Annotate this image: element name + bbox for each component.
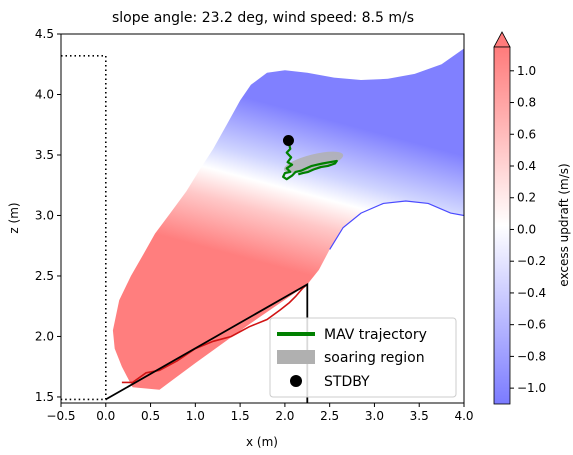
legend-mav-label: MAV trajectory xyxy=(324,327,427,343)
x-tick-label: 2.0 xyxy=(275,409,294,423)
chart-title: slope angle: 23.2 deg, wind speed: 8.5 m… xyxy=(112,10,414,26)
colorbar-extend-arrow xyxy=(493,31,511,48)
x-tick-label: 3.5 xyxy=(410,409,429,423)
colorbar-tick-label: −0.2 xyxy=(517,254,546,268)
legend-soaring-label: soaring region xyxy=(324,350,425,366)
x-tick-label: 3.0 xyxy=(365,409,384,423)
legend-box xyxy=(269,317,457,398)
y-axis-label: z (m) xyxy=(7,202,21,233)
colorbar-tick-label: 0.2 xyxy=(517,191,536,205)
colorbar-tick-label: −0.8 xyxy=(517,349,546,363)
x-tick-label: 0.0 xyxy=(96,409,115,423)
colorbar-ticks: −1.0 −0.8 −0.6 −0.4 −0.2 0.0 0.2 0.4 0.6 0.8 1.0 xyxy=(510,64,546,395)
colorbar-tick-label: 0.0 xyxy=(517,222,536,236)
x-tick-label: 0.5 xyxy=(141,409,160,423)
y-tick-label: 1.5 xyxy=(35,390,54,404)
x-tick-label: −0.5 xyxy=(46,409,75,423)
colorbar-tick-label: 0.6 xyxy=(517,127,536,141)
y-tick-label: 2.5 xyxy=(35,269,54,283)
colorbar-tick-label: −1.0 xyxy=(517,381,546,395)
y-tick-label: 4.5 xyxy=(35,27,54,41)
y-tick-label: 4.0 xyxy=(35,87,54,101)
mav-trajectory xyxy=(282,141,338,181)
domain-boundary-dotted xyxy=(61,54,107,401)
updraft-field xyxy=(112,48,464,390)
legend: MAV trajectory soaring region STDBY xyxy=(269,317,457,398)
soaring-region xyxy=(283,151,344,173)
colorbar-tick-label: −0.6 xyxy=(517,318,546,332)
y-axis-ticks: 1.5 2.0 2.5 3.0 3.5 4.0 4.5 xyxy=(35,27,61,404)
x-axis-ticks: −0.5 0.0 0.5 1.0 1.5 2.0 2.5 3.0 3.5 4.0 xyxy=(46,403,474,423)
x-tick-label: 1.0 xyxy=(186,409,205,423)
legend-soaring-swatch xyxy=(277,350,315,364)
x-tick-label: 4.0 xyxy=(454,409,473,423)
stdby-point xyxy=(282,134,294,146)
positive-contour-line xyxy=(121,283,308,384)
colorbar-tick-label: 1.0 xyxy=(517,64,536,78)
colorbar-tick-label: −0.4 xyxy=(517,286,546,300)
colorbar: −1.0 −0.8 −0.6 −0.4 −0.2 0.0 0.2 0.4 0.6 0.8 1.0 e… xyxy=(493,31,571,405)
legend-stdby-label: STDBY xyxy=(324,374,370,390)
colorbar-tick-label: 0.8 xyxy=(517,96,536,110)
y-tick-label: 3.0 xyxy=(35,208,54,222)
x-axis-label: x (m) xyxy=(246,435,278,449)
y-tick-label: 3.5 xyxy=(35,148,54,162)
x-tick-label: 2.5 xyxy=(320,409,339,423)
field-lower-outline xyxy=(329,200,464,250)
colorbar-tick-label: 0.4 xyxy=(517,159,536,173)
colorbar-gradient xyxy=(493,46,511,405)
y-tick-label: 2.0 xyxy=(35,329,54,343)
colorbar-label: excess updraft (m/s) xyxy=(557,163,571,286)
axes-frame xyxy=(60,33,465,404)
x-tick-label: 1.5 xyxy=(231,409,250,423)
legend-stdby-marker xyxy=(290,375,302,387)
